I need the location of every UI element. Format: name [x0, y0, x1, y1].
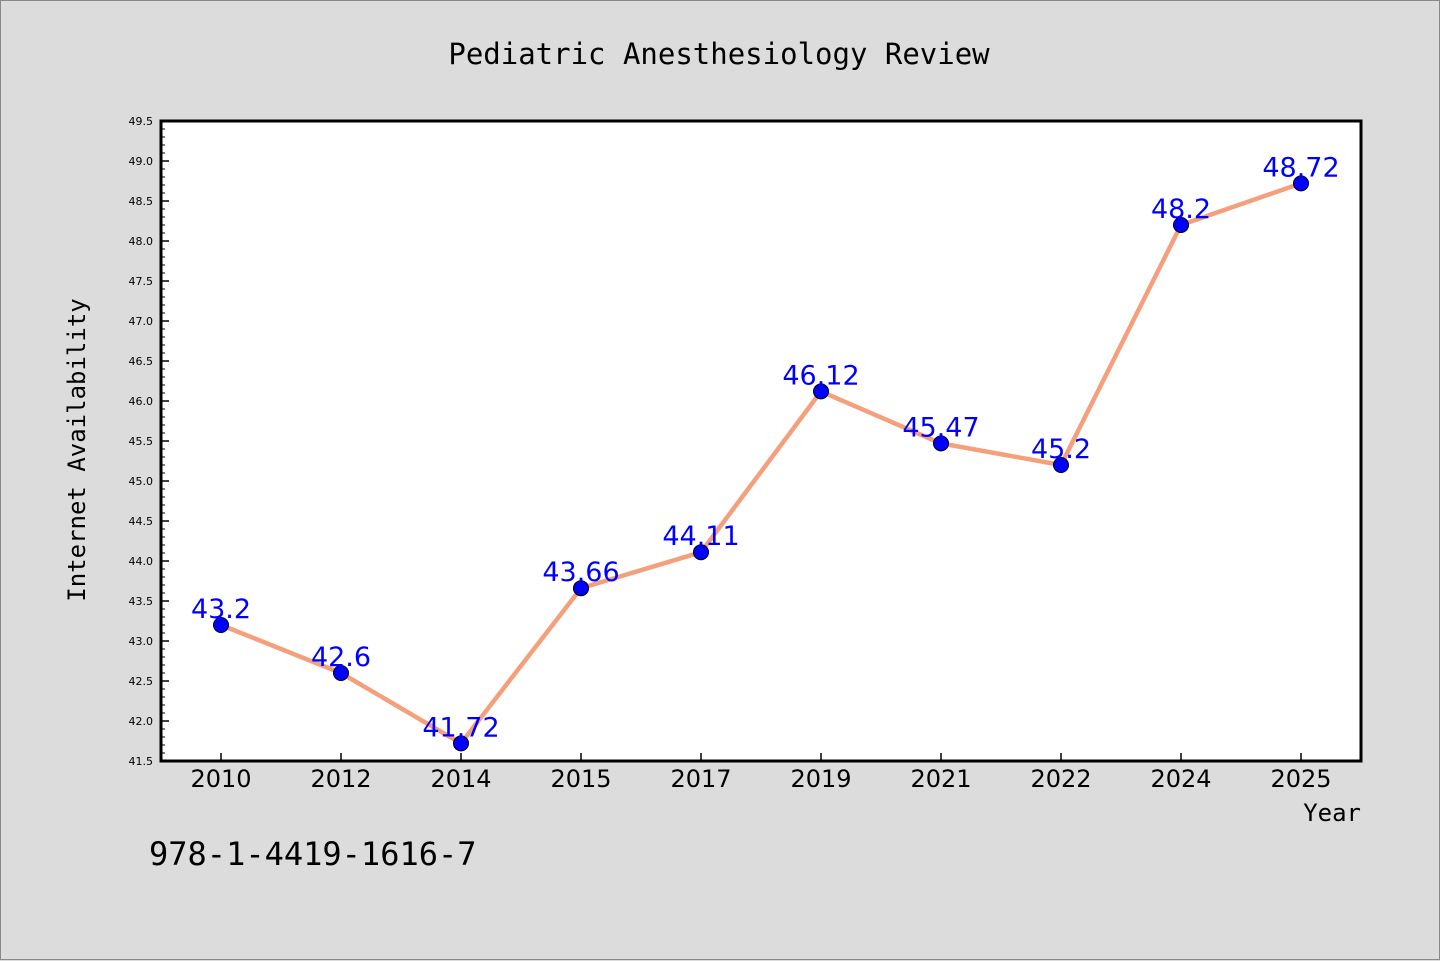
data-point	[693, 544, 709, 561]
y-tick-label: 49.0	[129, 155, 154, 168]
y-tick-label: 48.5	[129, 195, 154, 208]
data-point	[1053, 457, 1069, 473]
y-axis-tick-labels: 41.5 42.0 42.5 43.0 43.5 44.0 44.5 45.0 45.5 46.0…	[129, 115, 154, 768]
y-tick-label: 43.5	[129, 595, 154, 608]
plot-area	[161, 121, 1361, 761]
data-label: 48.2	[1151, 194, 1211, 225]
data-point	[333, 665, 349, 681]
x-tick-label: 2010	[190, 765, 251, 793]
data-labels: 43.2 42.6 41.72 43.66 44.11 46.12 45.47 45.2 48.…	[191, 152, 1340, 743]
y-tick-label: 44.0	[129, 555, 154, 568]
y-tick-label: 47.0	[129, 315, 154, 328]
x-tick-label: 2022	[1030, 765, 1091, 793]
x-tick-label: 2017	[670, 765, 731, 793]
data-label: 45.2	[1031, 434, 1091, 465]
x-tick-label: 2019	[790, 765, 851, 793]
x-tick-label: 2021	[910, 765, 971, 793]
data-point	[813, 383, 829, 400]
y-tick-label: 47.5	[129, 275, 154, 288]
y-tick-label: 49.5	[129, 115, 154, 128]
data-label: 46.12	[782, 360, 859, 391]
x-tick-label: 2014	[430, 765, 491, 793]
y-tick-label: 45.5	[129, 435, 154, 448]
y-tick-label: 44.5	[129, 515, 154, 528]
y-tick-label: 42.5	[129, 675, 154, 688]
y-axis-label: Internet Availability	[63, 298, 91, 601]
x-tick-label: 2015	[550, 765, 611, 793]
data-label: 43.66	[542, 557, 619, 588]
y-tick-label: 46.5	[129, 355, 154, 368]
x-tick-label: 2025	[1270, 765, 1331, 793]
data-label: 42.6	[311, 642, 371, 673]
data-point	[573, 580, 589, 597]
y-tick-label: 48.0	[129, 235, 154, 248]
plot-frame	[159, 119, 1363, 763]
x-axis-label: Year	[1303, 799, 1361, 827]
x-tick-label: 2012	[310, 765, 371, 793]
data-point	[1173, 217, 1189, 233]
y-tick-label: 43.0	[129, 635, 154, 648]
data-markers	[213, 175, 1309, 752]
chart-title: Pediatric Anesthesiology Review	[448, 37, 990, 71]
y-tick-label: 42.0	[129, 715, 154, 728]
data-point	[1293, 175, 1309, 192]
y-tick-label: 45.0	[129, 475, 154, 488]
isbn-text: 978-1-4419-1616-7	[149, 835, 477, 873]
data-label: 41.72	[422, 712, 499, 743]
x-axis-tick-labels: 2010 2012 2014 2015 2017 2019 2021 2022 2024 2025	[190, 765, 1331, 793]
x-tick-label: 2024	[1150, 765, 1211, 793]
data-point	[453, 735, 469, 752]
data-label: 44.11	[662, 521, 739, 552]
series-line	[220, 181, 1302, 746]
data-label: 48.72	[1262, 152, 1339, 183]
data-label: 43.2	[191, 594, 251, 625]
data-point	[933, 435, 949, 452]
data-label: 45.47	[902, 412, 979, 443]
y-tick-label: 41.5	[129, 755, 154, 768]
data-point	[213, 617, 229, 633]
y-tick-label: 46.0	[129, 395, 154, 408]
